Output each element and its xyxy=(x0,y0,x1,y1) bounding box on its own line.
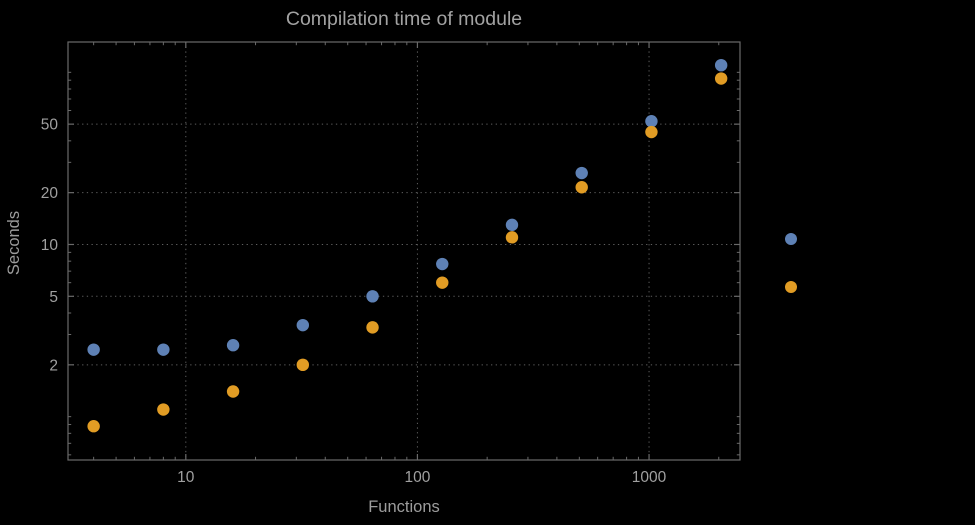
data-point-series-1-blue xyxy=(157,343,170,356)
data-point-series-2-orange xyxy=(575,181,588,194)
x-tick-label: 10 xyxy=(177,469,195,486)
data-point-series-2-orange xyxy=(157,403,170,416)
gridlines xyxy=(68,42,740,460)
legend-marker-series-1-blue xyxy=(785,233,797,245)
y-tick-label: 20 xyxy=(41,185,59,202)
legend-marker-series-2-orange xyxy=(785,281,797,293)
data-point-series-2-orange xyxy=(87,420,100,433)
x-tick-label: 100 xyxy=(404,469,430,486)
data-point-series-1-blue xyxy=(505,218,519,232)
data-point-series-1-blue xyxy=(436,257,449,271)
data-point-series-2-orange xyxy=(714,72,728,85)
data-point-series-1-blue xyxy=(296,318,310,332)
y-tick-label: 10 xyxy=(41,237,59,254)
data-point-series-1-blue xyxy=(366,290,379,303)
axis-ticks: 10 100 1000 2 5 10 20 50 xyxy=(41,42,740,486)
x-tick-label: 1000 xyxy=(632,469,667,486)
data-point-series-2-orange xyxy=(505,231,519,244)
data-point-series-2-orange xyxy=(436,276,449,289)
y-axis-label: Seconds xyxy=(5,211,23,275)
x-axis-label: Functions xyxy=(368,498,440,516)
y-tick-label: 2 xyxy=(49,357,58,374)
data-point-series-1-blue xyxy=(226,339,240,352)
data-point-series-1-blue xyxy=(87,343,100,356)
data-point-series-1-blue xyxy=(645,115,658,128)
y-tick-label: 5 xyxy=(49,289,58,306)
data-point-series-2-orange xyxy=(645,125,658,139)
data-points xyxy=(87,58,728,433)
plot-frame xyxy=(67,41,741,461)
data-point-series-1-blue xyxy=(575,166,588,180)
data-point-series-2-orange xyxy=(226,385,240,398)
y-tick-label: 50 xyxy=(41,117,59,134)
legend xyxy=(785,233,797,293)
data-point-series-2-orange xyxy=(296,358,310,372)
chart-title: Compilation time of module xyxy=(286,8,522,30)
data-point-series-1-blue xyxy=(714,58,728,72)
data-point-series-2-orange xyxy=(366,321,379,334)
